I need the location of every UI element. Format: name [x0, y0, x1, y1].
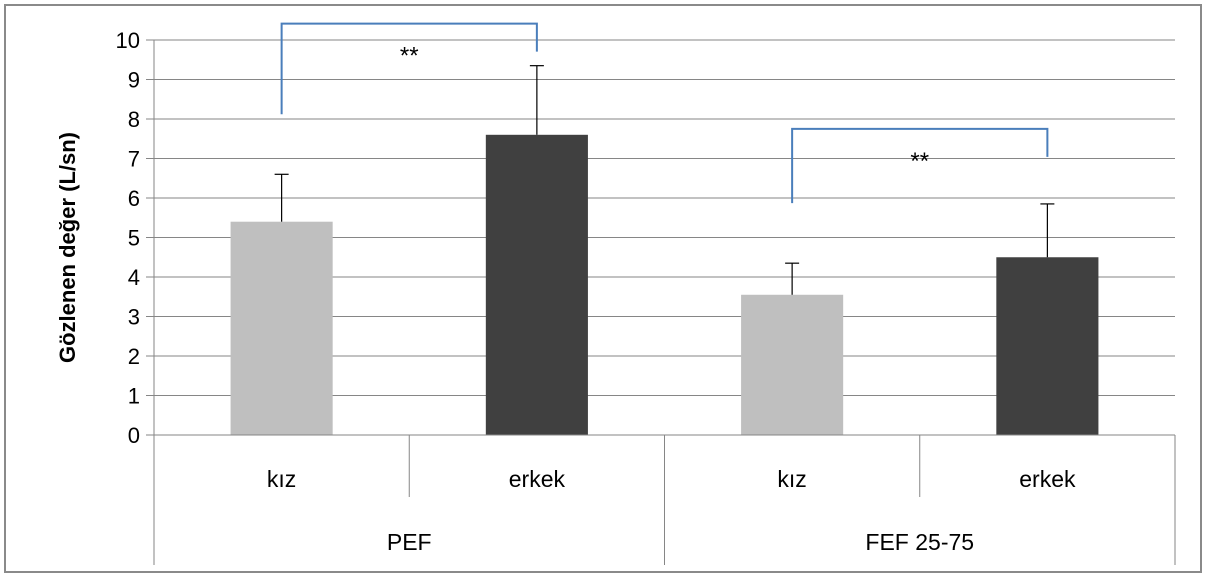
y-tick-label: 6 [128, 186, 140, 211]
category-label: erkek [1019, 466, 1076, 492]
bar [741, 294, 844, 435]
y-axis-label: Gözlenen değer (L/sn) [55, 132, 80, 363]
bar [996, 257, 1099, 435]
y-tick-label: 10 [116, 28, 140, 53]
group-label: PEF [387, 529, 432, 555]
group-label: FEF 25-75 [865, 529, 974, 555]
y-tick-label: 1 [128, 384, 140, 409]
y-tick-label: 9 [128, 68, 140, 93]
y-tick-label: 4 [128, 265, 140, 290]
y-tick-label: 5 [128, 226, 140, 251]
bar [485, 134, 588, 436]
bars [230, 134, 1099, 436]
y-tick-label: 8 [128, 107, 140, 132]
category-label: erkek [509, 466, 566, 492]
y-tick-label: 3 [128, 305, 140, 330]
error-bars [274, 65, 1055, 295]
y-tick-label: 7 [128, 147, 140, 172]
category-label: kız [777, 466, 806, 492]
bar [230, 221, 333, 435]
significance-label: ** [400, 43, 419, 70]
category-label: kız [267, 466, 296, 492]
axes: 0 1 2 3 4 5 6 7 8 9 10 kız erkek PEF kız erkek FEF 25-75 [116, 28, 1176, 565]
significance-bracket [791, 127, 1049, 204]
y-tick-label: 0 [128, 423, 140, 448]
significance-label: ** [910, 148, 929, 175]
significance-bracket [280, 22, 538, 115]
significance-brackets: ** ** [280, 22, 1049, 204]
y-tick-label: 2 [128, 344, 140, 369]
